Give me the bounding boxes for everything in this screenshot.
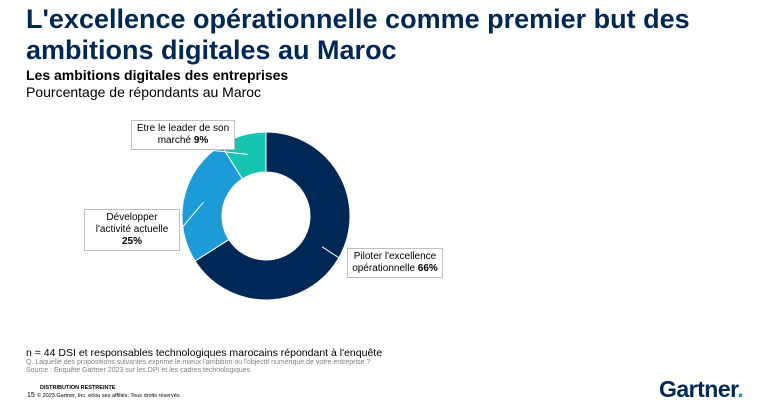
source-note: Source : Enquête Gartner 2023 sur les DP…: [26, 367, 251, 374]
leader-line: [179, 201, 204, 231]
distribution-label: DISTRIBUTION RESTREINTE: [40, 385, 116, 391]
callout-label: Etre le leader de son marché: [136, 123, 230, 146]
leader-line: [321, 246, 348, 264]
callout-label: Piloter l'excellence opérationnelle: [352, 251, 437, 274]
copyright: © 2023 Gartner, Inc. et/ou ses affiliés.…: [37, 393, 182, 399]
callout-value: 25%: [121, 236, 142, 247]
callout-piloter: Piloter l'excellence opérationnelle 66%: [347, 248, 443, 278]
sample-note: n = 44 DSI et responsables technologique…: [26, 347, 383, 359]
chart-subtitle: Pourcentage de répondants au Maroc: [26, 84, 262, 100]
page-title: L'excellence opérationnelle comme premie…: [26, 4, 690, 65]
logo-dot: .: [737, 376, 744, 402]
slice-piloter: [194, 131, 351, 301]
callout-leader: Etre le leader de son marché 9%: [131, 120, 235, 150]
logo-text: Gartner: [659, 376, 738, 402]
callout-developper: Développer l'activité actuelle 25%: [84, 209, 180, 251]
chart-title: Les ambitions digitales des entreprises: [26, 67, 289, 83]
gartner-logo: Gartner.: [659, 376, 744, 403]
question-note: Q. Laquelle des propositions suivantes e…: [26, 359, 371, 366]
callout-value: 9%: [193, 135, 209, 146]
callout-value: 66%: [417, 263, 438, 274]
page-number: 15: [27, 392, 35, 399]
callout-label: Développer l'activité actuelle: [95, 212, 169, 235]
leader-line: [208, 149, 249, 156]
